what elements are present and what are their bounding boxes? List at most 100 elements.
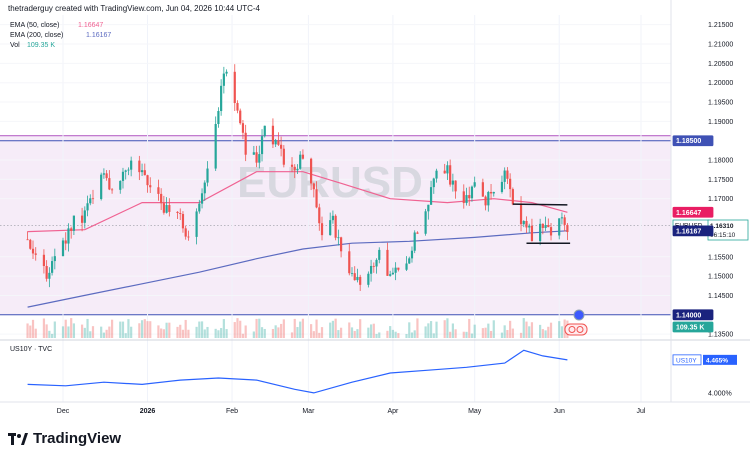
- candle-body: [299, 154, 302, 169]
- volume-bar: [487, 323, 490, 338]
- candle-body: [143, 170, 146, 176]
- candle-body: [350, 273, 354, 274]
- volume-bar: [195, 326, 198, 338]
- ema200-legend-label[interactable]: EMA (200, close): [10, 32, 63, 39]
- ema200-price-badge[interactable]: 1.16167: [672, 225, 714, 237]
- volume-bar: [83, 327, 86, 338]
- price-axis-label: 1.15500: [708, 254, 733, 261]
- volume-bar: [91, 326, 95, 338]
- candle-body: [176, 211, 179, 213]
- candle-body: [124, 170, 127, 172]
- support-price-badge-bg: [672, 309, 714, 321]
- volume-bar: [271, 328, 275, 338]
- candle-body: [168, 205, 171, 212]
- volume-bar: [293, 318, 296, 338]
- volume-bar: [34, 328, 37, 338]
- candle-body: [160, 193, 163, 204]
- volume-bar: [274, 325, 277, 338]
- volume-bar: [179, 324, 182, 338]
- candle-body: [110, 189, 114, 191]
- candle-body: [558, 218, 561, 236]
- candle-body: [127, 169, 130, 171]
- ema50-price-badge[interactable]: 1.16647: [672, 206, 714, 218]
- support-price-badge[interactable]: 1.14000: [672, 309, 714, 321]
- volume-bar: [214, 328, 217, 338]
- candle-body: [386, 249, 389, 276]
- candle-body: [64, 240, 67, 244]
- ema200-legend-value: 1.16167: [86, 32, 111, 39]
- candle-body: [566, 224, 569, 233]
- vol-legend-label[interactable]: Vol: [10, 42, 20, 49]
- us10y-value-badge-text: 4.465%: [706, 357, 728, 364]
- candle-body: [239, 110, 242, 124]
- price-axis-label: 1.13500: [708, 332, 733, 339]
- candle-body: [121, 171, 125, 181]
- volume-bar: [470, 333, 474, 338]
- us10y-badge[interactable]: US10Y 4.465%: [672, 354, 737, 366]
- volume-badge[interactable]: 109.35 K: [672, 321, 714, 333]
- candle-body: [320, 223, 324, 236]
- volume-bar: [64, 319, 67, 338]
- candle-body: [26, 239, 29, 241]
- volume-bar: [277, 327, 280, 338]
- candle-body: [214, 123, 217, 169]
- ema50-line[interactable]: [27, 171, 568, 233]
- grid-layer: [0, 15, 671, 402]
- candle-body: [89, 198, 92, 204]
- volume-bar: [86, 318, 89, 338]
- candle-body: [503, 170, 506, 182]
- ema50-legend-label[interactable]: EMA (50, close): [10, 22, 59, 29]
- candle-body: [432, 178, 435, 188]
- volume-bar: [236, 318, 239, 338]
- candle-body: [282, 148, 285, 165]
- trendline[interactable]: [512, 203, 568, 206]
- us10y-legend-label[interactable]: US10Y · TVC: [10, 346, 52, 353]
- ema200-line[interactable]: [27, 230, 568, 308]
- brand[interactable]: TradingView: [8, 430, 121, 447]
- volume-bar: [239, 320, 242, 338]
- candle-body: [367, 273, 370, 285]
- volume-bar: [544, 330, 547, 338]
- volume-bar: [369, 324, 373, 338]
- candle-body: [334, 215, 337, 238]
- candle-body: [138, 160, 141, 173]
- volume-bar: [560, 326, 564, 338]
- candle-body: [222, 73, 225, 86]
- volume-bar: [331, 320, 335, 338]
- candle-body: [544, 225, 547, 228]
- volume-bar: [549, 322, 553, 338]
- ema50-legend-value: 1.16647: [78, 22, 103, 29]
- volume-bar: [416, 318, 419, 338]
- volume-bar: [157, 325, 160, 338]
- volume-bar: [168, 322, 171, 338]
- candle-body: [454, 180, 457, 192]
- candle-body: [179, 212, 182, 215]
- volume-bar: [519, 332, 523, 338]
- volume-bar: [337, 330, 340, 338]
- candle-body: [369, 265, 373, 274]
- earnings-events-icon[interactable]: [564, 323, 588, 336]
- us10y-line[interactable]: [27, 349, 568, 394]
- volume-bar: [290, 332, 294, 338]
- volume-bar: [53, 321, 56, 338]
- volume-bar: [102, 332, 105, 338]
- volume-bar: [282, 319, 285, 338]
- candle-body: [405, 263, 408, 270]
- volume-bar: [121, 321, 125, 338]
- candle-body: [449, 165, 452, 185]
- volume-bar: [318, 332, 321, 338]
- candle-body: [331, 215, 335, 221]
- candle-body: [519, 204, 523, 225]
- candle-body: [348, 251, 351, 274]
- candle-body: [149, 185, 152, 188]
- candle-body: [217, 111, 220, 124]
- price-axis-label: 1.18000: [708, 158, 733, 165]
- event-dot-icon: [568, 326, 576, 333]
- candle-body: [105, 173, 108, 179]
- economic-event-icon[interactable]: [573, 309, 585, 321]
- volume-bar: [465, 331, 468, 338]
- resistance-price-badge[interactable]: 1.18500: [672, 135, 714, 147]
- candle-body: [446, 165, 449, 174]
- candle-body: [91, 198, 95, 200]
